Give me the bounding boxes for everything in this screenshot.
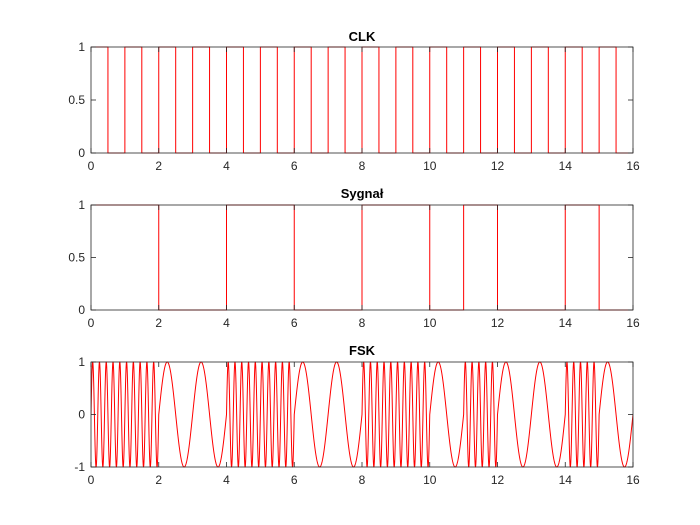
sygnal-xtick-label: 10 xyxy=(423,316,437,330)
fsk-xtick-label: 8 xyxy=(359,473,366,487)
sygnal-xtick-label: 12 xyxy=(491,316,505,330)
sygnal-xtick-label: 16 xyxy=(626,316,640,330)
clk-title: CLK xyxy=(349,29,376,44)
clk-xtick-label: 10 xyxy=(423,159,437,173)
fsk-title: FSK xyxy=(349,343,376,358)
fsk-xtick-label: 6 xyxy=(291,473,298,487)
clk-xtick-label: 4 xyxy=(223,159,230,173)
fsk-xtick-label: 14 xyxy=(559,473,573,487)
sygnal-ytick-label: 0 xyxy=(78,303,85,317)
clk-xtick-label: 16 xyxy=(626,159,640,173)
fsk-xtick-label: 10 xyxy=(423,473,437,487)
clk-ytick-label: 0.5 xyxy=(68,93,85,107)
sygnal-xtick-label: 8 xyxy=(359,316,366,330)
fsk-axes: FSK 0 2 4 6 8 10 12 14 16-101 xyxy=(74,343,640,487)
clk-ytick-label: 1 xyxy=(78,40,85,54)
fsk-xtick-label: 16 xyxy=(626,473,640,487)
sygnal-ytick-label: 0.5 xyxy=(68,251,85,265)
fsk-xtick-label: 0 xyxy=(88,473,95,487)
sygnal-xtick-label: 2 xyxy=(155,316,162,330)
sygnal-xtick-label: 4 xyxy=(223,316,230,330)
sygnal-axes: Sygnał 0 2 4 6 8 10 12 14 16 0 0.5 1 xyxy=(68,186,640,330)
clk-xtick-label: 8 xyxy=(359,159,366,173)
sygnal-xtick-label: 14 xyxy=(559,316,573,330)
clk-xtick-label: 12 xyxy=(491,159,505,173)
fsk-ytick-label: 1 xyxy=(78,355,85,369)
fsk-ytick-label: -1 xyxy=(74,460,85,474)
fsk-xtick-label: 12 xyxy=(491,473,505,487)
sygnal-xtick-label: 0 xyxy=(88,316,95,330)
fsk-series-line xyxy=(91,361,633,468)
clk-xtick-label: 14 xyxy=(559,159,573,173)
sygnal-title: Sygnał xyxy=(341,186,384,201)
clk-xtick-label: 6 xyxy=(291,159,298,173)
fsk-xtick-label: 2 xyxy=(155,473,162,487)
sygnal-ytick-label: 1 xyxy=(78,198,85,212)
clk-xtick-label: 2 xyxy=(155,159,162,173)
fsk-xtick-label: 4 xyxy=(223,473,230,487)
clk-xtick-label: 0 xyxy=(88,159,95,173)
clk-axes: CLK 0 2 4 6 8 10 12 14 16 0 0.5 1 xyxy=(68,29,640,173)
sygnal-xtick-label: 6 xyxy=(291,316,298,330)
fsk-ytick-label: 0 xyxy=(78,408,85,422)
clk-ytick-label: 0 xyxy=(78,146,85,160)
